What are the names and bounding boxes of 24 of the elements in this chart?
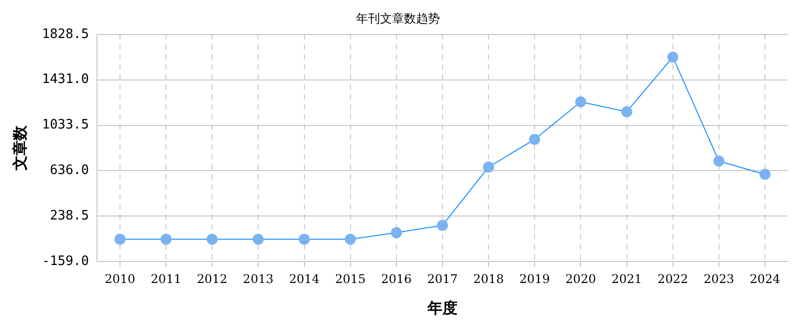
x-tick-label: 2011 bbox=[150, 272, 182, 286]
x-tick-label: 2012 bbox=[196, 272, 228, 286]
y-tick-label: 1033.5 bbox=[42, 118, 89, 133]
y-tick-label: 1431.0 bbox=[42, 72, 89, 88]
chart-title: 年刊文章数趋势 bbox=[356, 11, 440, 26]
x-tick-label: 2022 bbox=[658, 272, 688, 286]
x-tick-label: 2018 bbox=[473, 272, 504, 286]
y-tick-label: -159.0 bbox=[42, 254, 89, 269]
y-tick-label: 238.5 bbox=[50, 208, 89, 224]
x-tick-label: 2024 bbox=[750, 272, 781, 286]
x-tick-label: 2014 bbox=[289, 272, 320, 286]
x-axis-title: 年度 bbox=[426, 298, 458, 317]
x-tick-label: 2023 bbox=[704, 272, 734, 286]
x-tick-label: 2020 bbox=[565, 272, 596, 286]
y-tick-label: 1828.5 bbox=[42, 26, 89, 42]
x-tick-label: 2015 bbox=[335, 272, 366, 286]
x-tick-label: 2013 bbox=[242, 272, 274, 286]
x-tick-label: 2019 bbox=[519, 272, 550, 286]
x-tick-label: 2016 bbox=[381, 272, 412, 286]
y-axis-title: 文章数 bbox=[10, 124, 29, 172]
x-tick-label: 2010 bbox=[104, 272, 136, 286]
x-tick-label: 2021 bbox=[611, 272, 642, 286]
x-tick-label: 2017 bbox=[427, 272, 458, 286]
y-tick-label: 636.0 bbox=[50, 163, 89, 178]
